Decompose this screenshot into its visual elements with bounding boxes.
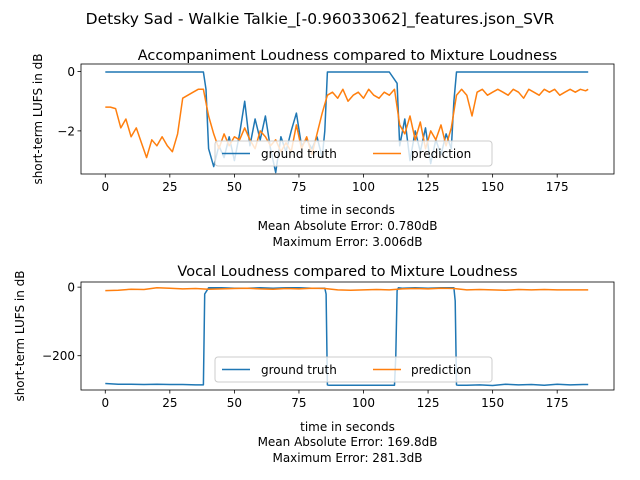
y-tick-label: 0 (67, 281, 75, 295)
legend-label: ground truth (261, 147, 337, 161)
chart-panel-vocal: Vocal Loudness compared to Mixture Loudn… (13, 264, 615, 465)
x-tick-label: 25 (162, 396, 177, 410)
error-stat-line: Maximum Error: 281.3dB (272, 451, 422, 465)
chart-title: Accompaniment Loudness compared to Mixtu… (138, 48, 557, 64)
series-line-ground-truth (105, 287, 589, 387)
x-tick-label: 175 (546, 180, 569, 194)
x-tick-label: 125 (417, 180, 440, 194)
legend-label: ground truth (261, 363, 337, 377)
error-stat-line: Mean Absolute Error: 0.780dB (258, 219, 438, 233)
y-axis-label: short-term LUFS in dB (31, 53, 45, 184)
axes-frame (80, 63, 615, 175)
x-tick-label: 100 (352, 396, 375, 410)
axes-frame (80, 281, 615, 391)
x-tick-label: 75 (291, 396, 306, 410)
x-tick-label: 150 (481, 180, 504, 194)
x-tick-label: 125 (417, 396, 440, 410)
series-line-prediction (105, 287, 589, 292)
x-tick-label: 25 (162, 180, 177, 194)
error-stat-line: Mean Absolute Error: 169.8dB (258, 435, 438, 449)
series-line-prediction (105, 88, 589, 159)
x-tick-label: 0 (101, 180, 109, 194)
chart-title: Vocal Loudness compared to Mixture Loudn… (177, 264, 517, 280)
x-tick-label: 0 (101, 396, 109, 410)
chart-panel-accompaniment: Accompaniment Loudness compared to Mixtu… (31, 48, 615, 249)
x-tick-label: 175 (546, 396, 569, 410)
x-tick-label: 150 (481, 396, 504, 410)
x-tick-label: 100 (352, 180, 375, 194)
y-tick-label: 0 (67, 65, 75, 79)
x-tick-label: 75 (291, 180, 306, 194)
x-axis-label: time in seconds (300, 420, 395, 434)
y-tick-label: −2 (57, 124, 75, 138)
legend-label: prediction (411, 363, 471, 377)
figure-suptitle: Detsky Sad - Walkie Talkie_[-0.96033062]… (86, 10, 555, 29)
x-tick-label: 50 (227, 180, 242, 194)
error-stat-line: Maximum Error: 3.006dB (272, 235, 422, 249)
x-tick-label: 50 (227, 396, 242, 410)
y-axis-label: short-term LUFS in dB (13, 270, 27, 401)
legend-box (214, 140, 493, 167)
legend-label: prediction (411, 147, 471, 161)
legend-box (214, 356, 493, 383)
y-tick-label: −200 (42, 349, 75, 363)
x-axis-label: time in seconds (300, 203, 395, 217)
